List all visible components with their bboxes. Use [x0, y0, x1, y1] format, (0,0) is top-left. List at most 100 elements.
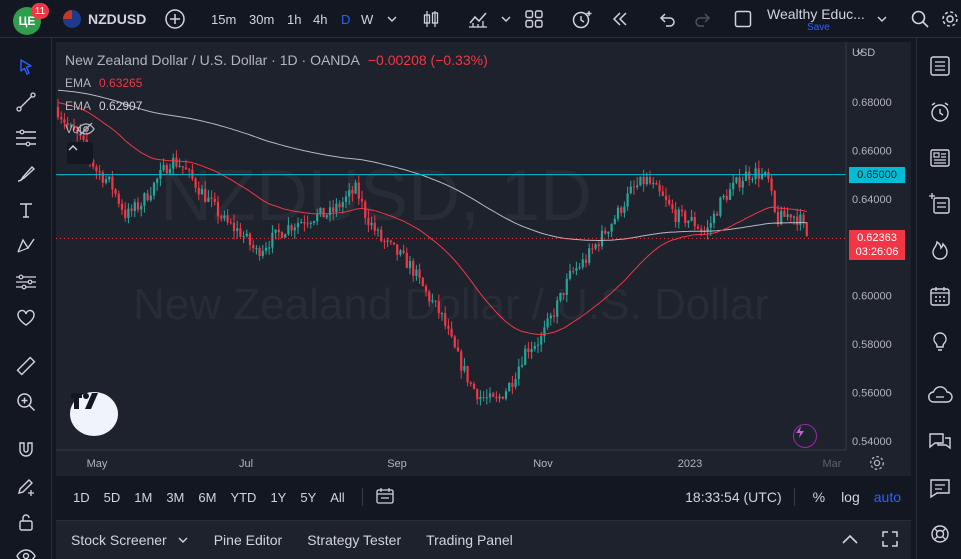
time-axis[interactable]: May Jul Sep Nov 2023 Mar — [87, 458, 842, 470]
candle-body — [408, 261, 412, 269]
candle-body — [728, 189, 732, 200]
candle-body — [792, 216, 796, 218]
candle-body — [66, 122, 69, 125]
interval-4h[interactable]: 4h — [313, 11, 328, 27]
magnet-icon[interactable] — [11, 435, 41, 465]
horizontal-line-price-tag[interactable]: 0.65000 — [849, 166, 905, 183]
help-lifebuoy-icon[interactable] — [925, 519, 955, 549]
redo-icon[interactable] — [693, 0, 713, 38]
pattern-tool-icon[interactable] — [11, 231, 41, 261]
range-all[interactable]: All — [330, 489, 345, 505]
layout-name-button[interactable]: Wealthy Educ... Save — [767, 0, 865, 38]
currency-selector[interactable]: USD — [852, 47, 875, 59]
layout-dropdown-chevron-icon[interactable] — [876, 0, 888, 38]
tab-pine-editor[interactable]: Pine Editor — [213, 532, 283, 548]
tab-trading-panel[interactable]: Trading Panel — [426, 532, 513, 548]
symbol-search-button[interactable]: NZDUSD — [88, 11, 147, 27]
lock-pencil-icon[interactable] — [11, 471, 41, 501]
replay-rewind-icon[interactable] — [610, 0, 630, 38]
cursor-arrow-icon[interactable] — [11, 52, 41, 82]
zoom-in-icon[interactable] — [11, 387, 41, 417]
eye-hidden-icon[interactable] — [77, 122, 95, 136]
range-6m[interactable]: 6M — [198, 489, 217, 505]
ema-slow-legend[interactable]: EMA 0.62907 — [65, 99, 142, 113]
percent-scale-toggle[interactable]: % — [812, 489, 826, 505]
candle-body — [757, 168, 760, 179]
candles-chart-type-icon[interactable] — [420, 0, 442, 38]
alarm-clock-icon[interactable] — [925, 97, 955, 127]
prediction-tool-icon[interactable] — [11, 267, 41, 297]
candle-body — [802, 214, 805, 223]
range-3m[interactable]: 3M — [166, 489, 185, 505]
ema-fast-legend[interactable]: EMA 0.63265 — [65, 76, 142, 90]
horizontal-lines-icon[interactable] — [11, 123, 41, 153]
drawing-toolbar — [0, 38, 52, 559]
messages-icon[interactable] — [925, 473, 955, 503]
hide-drawings-eye-icon[interactable] — [11, 541, 41, 559]
ideas-lightbulb-icon[interactable] — [925, 327, 955, 357]
heart-favorites-icon[interactable] — [11, 303, 41, 333]
log-scale-toggle[interactable]: log — [841, 489, 860, 505]
range-1m[interactable]: 1M — [134, 489, 153, 505]
settings-gear-icon[interactable] — [940, 0, 960, 38]
news-icon[interactable] — [925, 143, 955, 173]
chat-cloud-icon[interactable] — [925, 381, 955, 411]
auto-scale-toggle[interactable]: auto — [873, 489, 901, 505]
tradingview-logo-icon[interactable] — [70, 392, 118, 436]
candle-body — [431, 300, 434, 302]
calendar-icon[interactable] — [925, 281, 955, 311]
last-price-tag[interactable]: 0.62363 03:26:06 — [849, 230, 905, 261]
alert-clock-icon[interactable] — [570, 0, 594, 38]
collapse-legend-chevron-icon[interactable] — [67, 142, 93, 164]
undo-icon[interactable] — [657, 0, 677, 38]
brush-icon[interactable] — [11, 159, 41, 189]
candle-body — [648, 177, 652, 184]
range-ytd[interactable]: YTD — [230, 489, 257, 505]
chats-icon[interactable] — [925, 427, 955, 457]
clock-time[interactable]: 18:33:54 (UTC) — [685, 489, 782, 505]
indicators-icon[interactable] — [466, 0, 490, 38]
fullscreen-square-icon[interactable] — [733, 0, 753, 38]
text-tool-icon[interactable] — [11, 195, 41, 225]
candle-body — [300, 222, 303, 224]
lock-drawings-icon[interactable] — [11, 507, 41, 537]
candle-body — [72, 124, 76, 130]
interval-w[interactable]: W — [361, 11, 374, 27]
add-list-icon[interactable] — [925, 189, 955, 219]
range-1d[interactable]: 1D — [73, 489, 90, 505]
ruler-measure-icon[interactable] — [11, 351, 41, 381]
candle-body — [274, 229, 277, 233]
tab-strategy-tester[interactable]: Strategy Tester — [307, 532, 402, 548]
candle-body — [652, 183, 655, 185]
interval-30m[interactable]: 30m — [249, 11, 275, 27]
maximize-panel-icon[interactable] — [881, 530, 899, 551]
layout-grid-icon[interactable] — [524, 0, 544, 38]
tab-stock-screener[interactable]: Stock Screener — [71, 532, 189, 548]
expand-panel-chevron-icon[interactable] — [841, 533, 859, 548]
range-1y[interactable]: 1Y — [270, 489, 287, 505]
candle-body — [200, 188, 204, 195]
time-label: Sep — [387, 458, 407, 470]
candle-body — [712, 213, 716, 224]
hotlist-flame-icon[interactable] — [925, 235, 955, 265]
interval-dropdown-chevron-icon[interactable] — [386, 0, 398, 38]
trend-line-icon[interactable] — [11, 87, 41, 117]
interval-1h[interactable]: 1h — [287, 11, 302, 27]
candle-body — [492, 393, 495, 397]
search-icon[interactable] — [910, 0, 930, 38]
price-axis[interactable]: 0.680000.660000.640000.620000.600000.580… — [852, 97, 892, 448]
indicators-dropdown-chevron-icon[interactable] — [500, 0, 512, 38]
candle-body — [588, 248, 591, 263]
interval-d[interactable]: D — [341, 11, 351, 27]
compare-add-icon[interactable] — [164, 0, 186, 38]
range-5d[interactable]: 5D — [103, 489, 121, 505]
watchlist-icon[interactable] — [925, 51, 955, 81]
candle-body — [578, 267, 581, 269]
lightning-alert-icon[interactable] — [793, 424, 817, 448]
price-chart[interactable]: NZDUSD, 1D New Zealand Dollar / U.S. Dol… — [56, 42, 911, 476]
interval-15m[interactable]: 15m — [211, 11, 237, 27]
range-5y[interactable]: 5Y — [300, 489, 317, 505]
volume-legend[interactable]: Vol — [65, 122, 95, 136]
go-to-date-calendar-icon[interactable] — [375, 487, 395, 508]
symbol-legend[interactable]: New Zealand Dollar / U.S. Dollar · 1D · … — [65, 52, 488, 68]
